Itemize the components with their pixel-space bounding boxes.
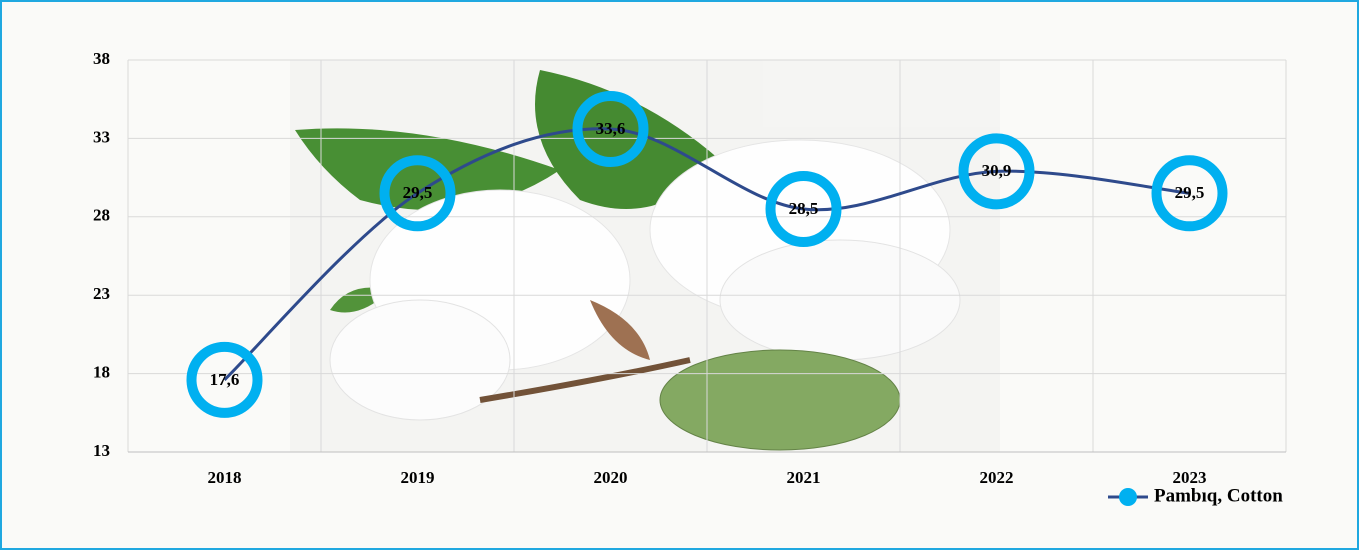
- data-label: 17,6: [210, 370, 240, 389]
- x-tick-label: 2020: [594, 468, 628, 487]
- x-tick-label: 2023: [1173, 468, 1207, 487]
- x-tick-label: 2019: [401, 468, 435, 487]
- x-tick-label: 2018: [208, 468, 242, 487]
- legend-marker: [1119, 488, 1137, 506]
- y-tick-label: 28: [93, 206, 110, 225]
- data-label: 28,5: [789, 199, 819, 218]
- green-boll: [660, 350, 900, 450]
- y-tick-label: 13: [93, 441, 110, 460]
- legend-label: Pambıq, Cotton: [1154, 485, 1283, 506]
- y-tick-label: 33: [93, 127, 110, 146]
- y-tick-label: 23: [93, 284, 110, 303]
- x-tick-label: 2022: [980, 468, 1014, 487]
- y-tick-label: 38: [93, 49, 110, 68]
- cotton-boll: [720, 240, 960, 360]
- data-label: 30,9: [982, 161, 1012, 180]
- chart: 17,6 29,5 33,6 28,5 30,9 29,5 Pambıq, Cotton 1…: [0, 0, 1359, 550]
- data-label: 33,6: [596, 119, 626, 138]
- data-label: 29,5: [403, 183, 433, 202]
- y-tick-label: 18: [93, 363, 110, 382]
- x-tick-label: 2021: [787, 468, 821, 487]
- data-label: 29,5: [1175, 183, 1205, 202]
